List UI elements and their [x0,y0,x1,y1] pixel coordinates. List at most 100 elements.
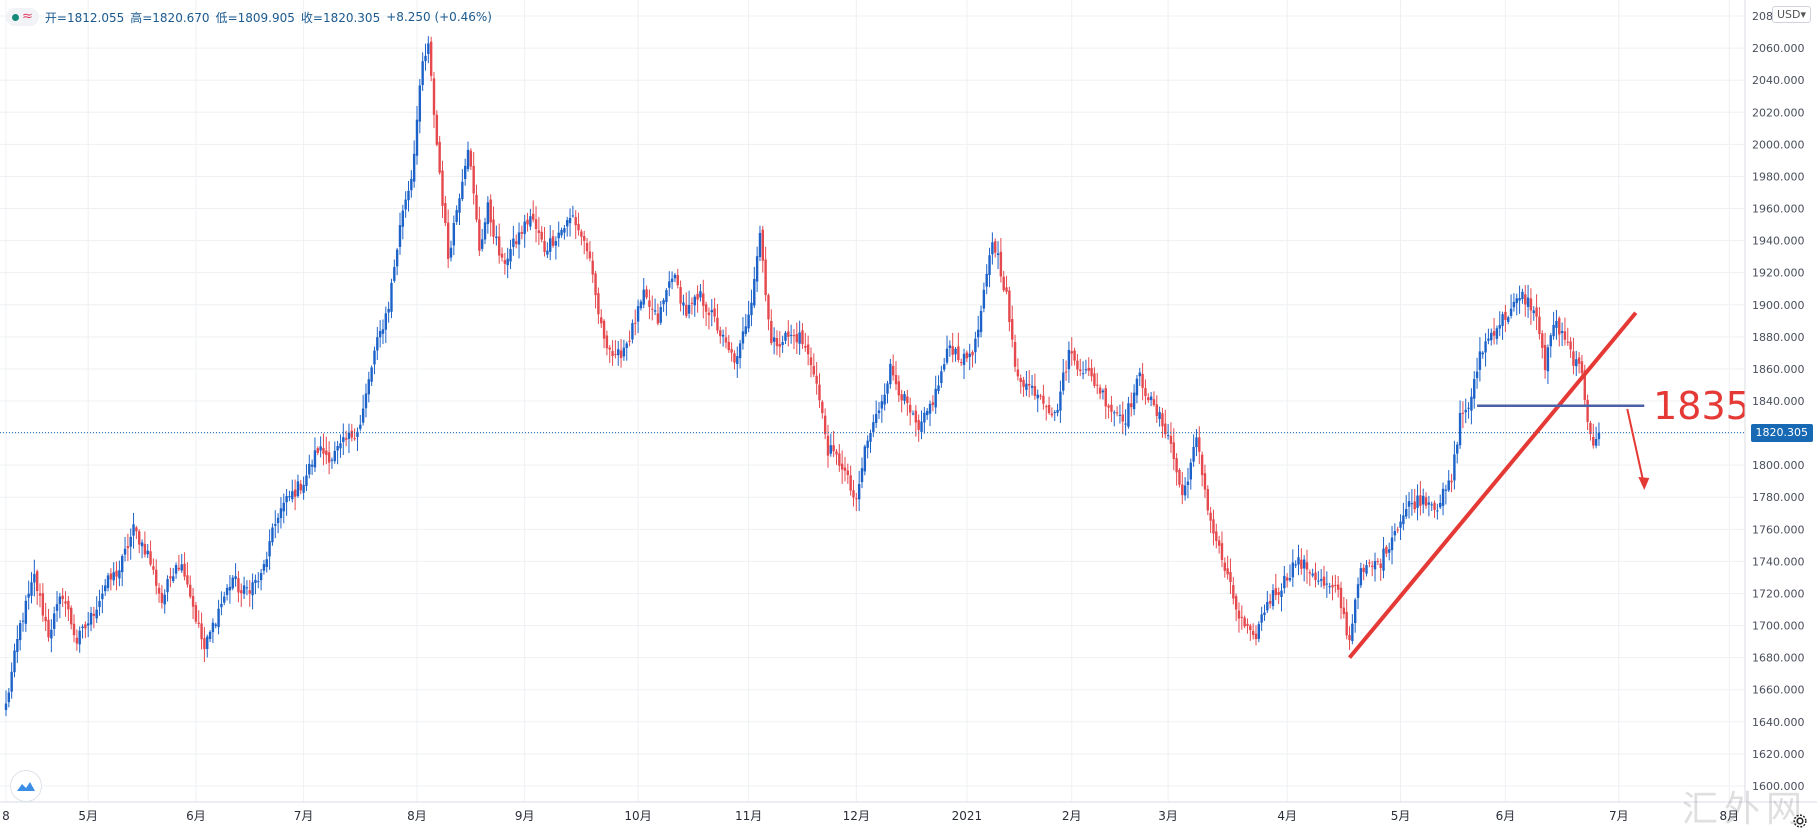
candle-body [1447,480,1450,491]
candle-body [500,253,504,258]
candle-body [925,410,929,416]
candle-body [911,413,915,415]
candle-body [1356,584,1360,598]
candle-body [1285,577,1289,581]
candle-body [7,692,11,703]
candle-body [1104,388,1107,407]
candle-body [645,289,648,298]
candle-body [920,421,923,433]
candle-body [1365,565,1368,574]
candle-body [1025,383,1028,390]
candle-body [1439,502,1442,508]
candle-body [934,388,937,408]
candle-body [1518,298,1521,301]
candle-body [1594,439,1598,446]
candle-body [404,199,407,210]
candle-body [1353,599,1357,624]
candle-body [1090,367,1093,377]
candle-body [840,463,844,470]
ohlc-legend: ≈ 开=1812.055 高=1820.670 低=1809.905 收=182… [6,6,492,28]
candle-body [923,412,926,423]
brand-logo-icon[interactable] [10,770,42,802]
candle-body [1155,404,1158,416]
candle-body [710,310,713,313]
candle-body [160,592,164,603]
candle-body [1410,503,1414,505]
candle-body [738,343,742,359]
down-arrow-shaft [1626,408,1646,487]
candle-body [798,332,801,344]
candle-body [118,570,121,579]
candle-body [1127,403,1130,427]
candle-body [1042,395,1045,404]
candle-body [140,542,144,547]
candle-body [617,349,620,356]
candle-body [1161,413,1164,427]
symbol-indicator[interactable]: ≈ [6,8,39,26]
candle-body [293,489,297,497]
candle-body [1138,372,1141,377]
candle-body [1050,413,1054,416]
candle-body [1592,436,1595,446]
candle-body [35,571,39,592]
candle-body [642,289,645,305]
candle-body [832,445,835,452]
candle-body [1186,481,1190,486]
gear-icon[interactable] [1791,812,1809,830]
candle-body [543,240,546,252]
candle-body [1215,531,1218,541]
currency-label: USD [1776,8,1801,21]
candle-body [679,287,682,304]
candle-body [1130,403,1133,408]
candle-body [1399,521,1402,528]
candle-body [313,450,317,468]
candle-body [815,375,818,384]
candle-body [1441,488,1445,506]
x-tick-label: 8月 [407,809,427,823]
candle-body [1422,495,1425,505]
candle-body [880,401,884,409]
candle-body [1322,576,1326,586]
candle-body [1504,311,1507,320]
candle-body [327,452,331,463]
candle-body [1362,567,1365,572]
candle-body [1087,367,1090,371]
y-tick-label: 1720.000 [1752,587,1805,600]
currency-selector[interactable]: USD▾ [1771,6,1811,23]
candle-body [197,622,200,624]
candle-body [353,438,356,440]
candle-body [361,408,365,423]
candle-body [495,236,498,239]
candle-body [996,253,1000,256]
candle-body [574,217,577,226]
candle-body [228,586,232,591]
candle-body [1019,378,1022,382]
candle-body [1308,572,1312,574]
candle-body [977,329,980,338]
candle-body [690,302,694,304]
candle-body [376,337,379,351]
candle-body [1331,584,1334,588]
candle-body [364,393,368,409]
candle-body [172,576,175,581]
current-price-tag: 1820.305 [1750,423,1813,442]
candle-body [152,566,155,570]
candle-body [359,424,362,429]
candle-body [693,296,696,306]
candle-body [747,314,750,329]
candle-body [492,219,495,237]
candle-body [942,364,946,370]
candle-body [1586,399,1589,422]
candle-body [276,517,280,524]
candle-body [1045,406,1048,408]
candle-body [480,239,484,249]
candle-body [1181,484,1184,496]
candle-body [823,415,827,435]
candle-body [818,384,821,401]
candle-body [1189,462,1192,480]
candle-body [829,445,833,454]
candle-body [132,524,135,536]
